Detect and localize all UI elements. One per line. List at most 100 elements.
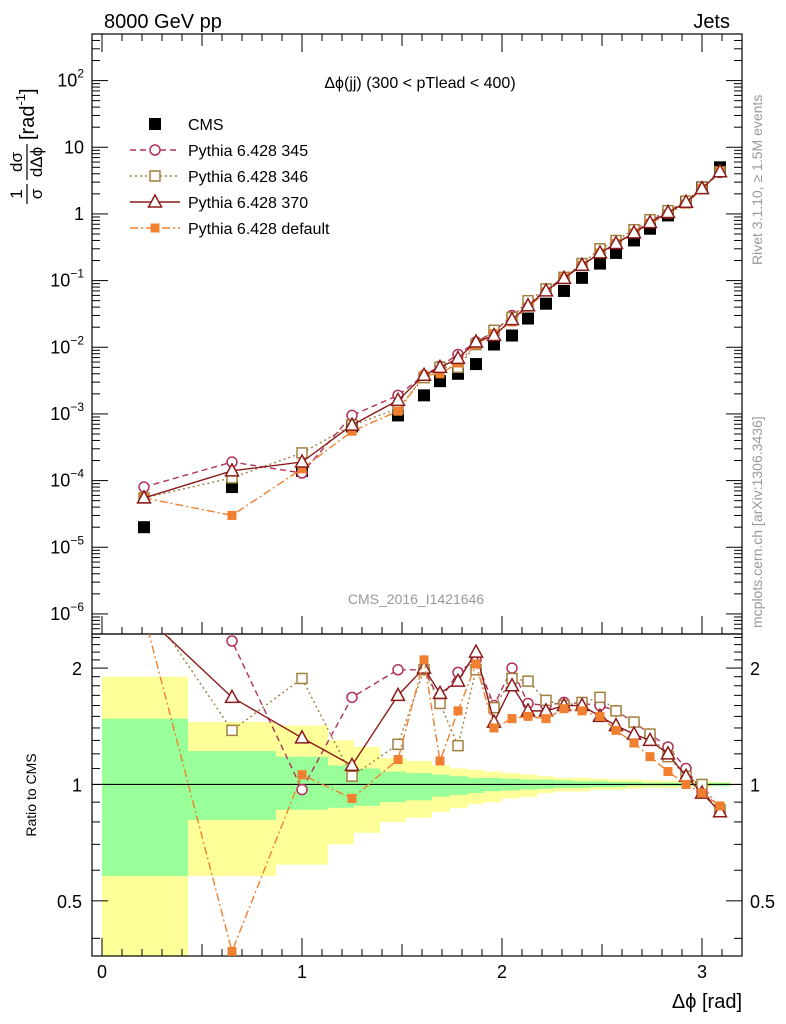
mcplots-label: mcplots.cern.ch [arXiv:1306.3436] <box>749 416 765 628</box>
ratio-point <box>296 783 308 796</box>
ratio-point <box>227 946 237 956</box>
y-tick-label: 10−3 <box>50 400 84 424</box>
y-tick-exp: −6 <box>70 600 84 614</box>
ratio-series <box>148 634 728 956</box>
ratio-point <box>450 672 466 687</box>
data-point <box>390 391 406 407</box>
stat-band-segment <box>450 776 468 795</box>
legend-marker <box>149 118 161 130</box>
y-tick-base: 10 <box>64 137 84 157</box>
data-point <box>694 180 710 195</box>
ratio-frame <box>91 633 743 957</box>
legend-marker <box>149 170 161 182</box>
energy-label: 8000 GeV pp <box>104 11 222 33</box>
data-point <box>608 234 624 250</box>
data-point <box>594 257 606 270</box>
y-tick-exp: −2 <box>70 333 84 347</box>
ratio-point <box>452 739 464 752</box>
data-point <box>470 358 482 371</box>
ratio-point <box>297 770 307 780</box>
ratio-point <box>226 635 238 647</box>
ratio-series-pythia-6-428-default <box>148 634 725 956</box>
y-tick-base: 10 <box>50 471 70 491</box>
ratio-point <box>392 738 404 751</box>
data-point <box>227 510 237 520</box>
ratio-point <box>715 801 725 811</box>
ylabel-d-den: dΔϕ <box>27 147 46 177</box>
series-line <box>143 171 721 488</box>
ratio-y-ticks: 0.5 0.5 1 1 2 2 <box>57 636 775 939</box>
data-point <box>520 297 536 312</box>
data-point <box>610 246 622 259</box>
y-tick-base: 10 <box>50 604 70 624</box>
series-line <box>143 171 721 517</box>
data-point <box>468 333 484 348</box>
data-point <box>138 521 150 534</box>
data-point <box>504 311 520 326</box>
data-point <box>678 193 694 208</box>
stat-band-segment <box>406 773 432 801</box>
data-point <box>297 464 307 474</box>
ratio-point <box>642 731 658 747</box>
data-point <box>592 244 608 259</box>
ratio-point <box>522 675 534 687</box>
jets-label: Jets <box>693 11 730 33</box>
ratio-point <box>434 697 446 710</box>
data-point <box>522 312 534 325</box>
uncertainty-bands <box>102 676 730 956</box>
y-tick-base: 10 <box>50 537 70 557</box>
y-tick-exp: −4 <box>70 467 84 481</box>
y-tick-label: 10−1 <box>50 267 84 291</box>
y-tick-exp: 2 <box>77 67 84 81</box>
x-tick-label: 2 <box>497 962 507 982</box>
y-tick-label: 10 <box>64 137 84 157</box>
y-tick-base: 10 <box>50 404 70 424</box>
ratio-point <box>347 793 357 803</box>
data-point <box>418 389 430 402</box>
ratio-tick-label-left: 2 <box>72 659 82 679</box>
data-point <box>538 282 554 297</box>
legend-marker <box>147 193 163 208</box>
data-point <box>558 284 570 297</box>
data-point <box>294 453 310 468</box>
main-series <box>136 161 728 534</box>
ratio-tick-label-right: 2 <box>750 659 760 679</box>
legend-item: Pythia 6.428 346 <box>130 169 308 186</box>
y-tick-exp: −1 <box>70 267 84 281</box>
data-point <box>136 489 152 504</box>
data-point <box>660 203 676 219</box>
ratio-point <box>346 691 358 704</box>
ratio-point <box>416 659 432 674</box>
stat-band-segment <box>102 718 188 876</box>
ratio-point <box>712 803 728 818</box>
ratio-point <box>610 705 622 717</box>
data-point <box>393 406 403 416</box>
ratio-point <box>392 664 404 676</box>
ratio-point <box>468 643 484 658</box>
x-tick-label: 0 <box>97 962 107 982</box>
ratio-point <box>489 723 499 733</box>
ratio-point <box>507 714 517 724</box>
ylabel-d-num: dσ <box>7 152 26 172</box>
y-tick-base: 1 <box>74 204 84 224</box>
ylabel-frac-num: 1 <box>7 189 26 198</box>
data-point <box>416 366 432 382</box>
data-point <box>712 163 728 178</box>
ratio-point <box>559 704 569 714</box>
data-point <box>486 326 502 342</box>
ratio-point <box>523 711 533 721</box>
ratio-point <box>697 788 707 798</box>
legend-item: CMS <box>149 117 224 134</box>
y-tick-exp: −5 <box>70 533 84 547</box>
data-point <box>450 349 466 365</box>
plot-title: Δϕ(jj) (300 < pTlead < 400) <box>324 75 515 92</box>
y-tick-label: 10−4 <box>50 467 84 491</box>
legend-marker <box>149 144 161 156</box>
ratio-point <box>432 684 448 700</box>
legend-label: Pythia 6.428 370 <box>188 195 308 212</box>
ratio-point <box>629 738 639 748</box>
legend-item: Pythia 6.428 345 <box>130 143 308 160</box>
ratio-point <box>393 755 403 765</box>
ratio-line <box>166 634 721 811</box>
